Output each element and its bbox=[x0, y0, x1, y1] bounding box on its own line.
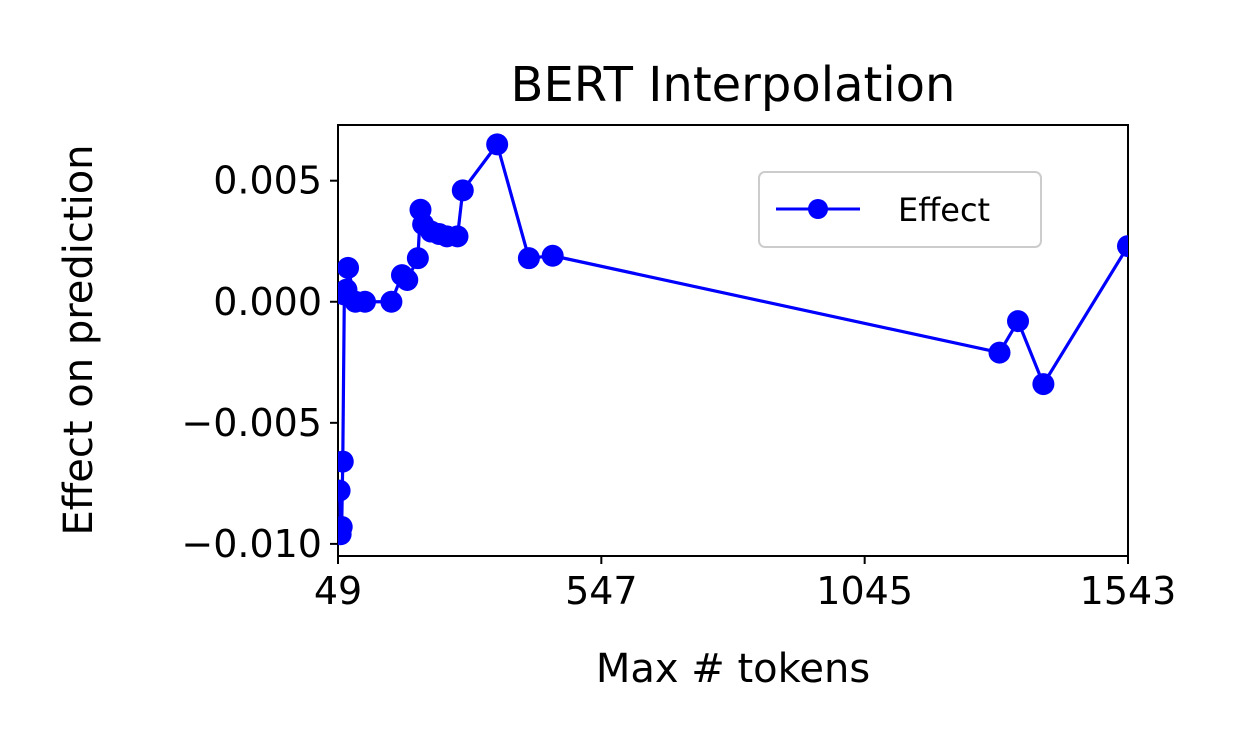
data-point bbox=[451, 179, 474, 202]
data-point bbox=[338, 256, 360, 279]
data-point bbox=[338, 450, 354, 473]
data-point bbox=[486, 133, 509, 156]
data-point bbox=[1117, 235, 1128, 258]
data-point bbox=[1007, 310, 1030, 333]
legend-label-effect: Effect bbox=[898, 191, 990, 229]
data-point bbox=[396, 268, 419, 291]
data-point bbox=[988, 341, 1011, 364]
chart-title: BERT Interpolation bbox=[511, 57, 956, 113]
data-point bbox=[1032, 373, 1055, 396]
x-tick-label: 49 bbox=[314, 569, 362, 613]
x-axis-title: Max # tokens bbox=[596, 646, 870, 692]
data-point bbox=[353, 290, 376, 313]
legend-marker bbox=[808, 199, 828, 219]
y-tick-label: 0.005 bbox=[213, 159, 322, 203]
y-tick-label: −0.005 bbox=[181, 401, 322, 445]
y-axis-title: Effect on prediction bbox=[56, 144, 102, 535]
data-point bbox=[406, 247, 429, 270]
series-layer bbox=[338, 133, 1128, 546]
y-tick-label: −0.010 bbox=[181, 522, 322, 566]
x-tick-label: 1045 bbox=[816, 569, 913, 613]
x-tick-label: 1543 bbox=[1080, 569, 1177, 613]
x-axis-ticks: 49 547 1045 1543 bbox=[314, 556, 1177, 613]
data-point bbox=[517, 247, 540, 270]
plot-area-frame bbox=[337, 124, 1129, 557]
data-point bbox=[338, 479, 351, 502]
y-axis-ticks: −0.010 −0.005 0.000 0.005 bbox=[181, 159, 338, 566]
data-point bbox=[541, 244, 564, 267]
data-point bbox=[380, 290, 403, 313]
x-tick-label: 547 bbox=[565, 569, 638, 613]
y-tick-label: 0.000 bbox=[213, 280, 322, 324]
legend: Effect bbox=[758, 171, 1042, 248]
data-point bbox=[338, 515, 353, 538]
data-point bbox=[446, 225, 469, 248]
legend-frame bbox=[758, 171, 1042, 248]
